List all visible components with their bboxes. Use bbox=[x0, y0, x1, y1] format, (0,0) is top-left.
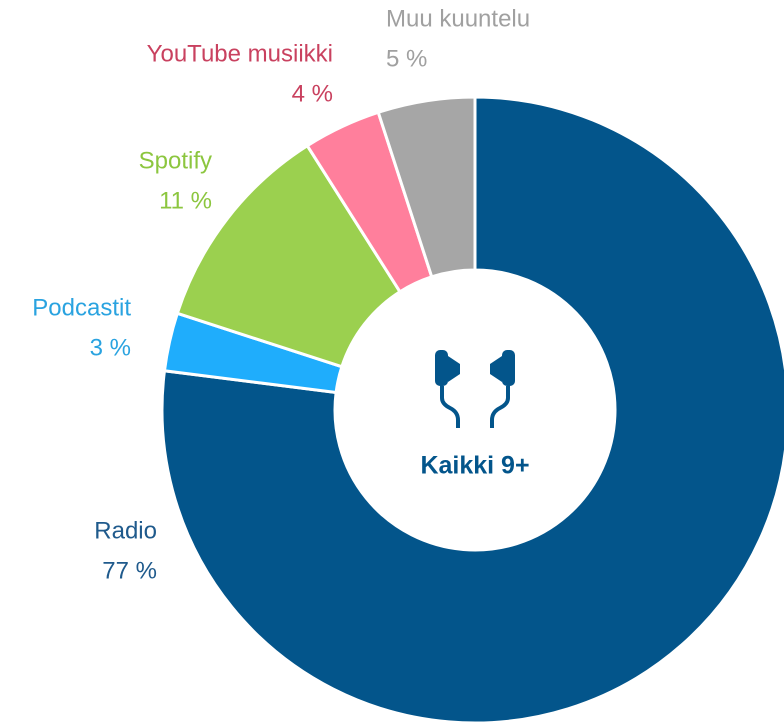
value-label: 4 % bbox=[292, 80, 333, 107]
center-label: Kaikki 9+ bbox=[420, 452, 529, 480]
slice bbox=[160, 95, 784, 724]
value-label: 5 % bbox=[386, 45, 427, 72]
value-label: 77 % bbox=[102, 557, 157, 584]
slice-label: YouTube musiikki bbox=[147, 40, 333, 67]
value-label: 11 % bbox=[159, 187, 212, 214]
slice-label: Podcastit bbox=[32, 294, 131, 321]
slice-label: Spotify bbox=[139, 147, 212, 174]
headphone-icon bbox=[435, 350, 515, 428]
value-label: 3 % bbox=[90, 334, 131, 361]
slice-label: Muu kuuntelu bbox=[386, 5, 530, 32]
slice bbox=[175, 143, 403, 369]
slices bbox=[160, 95, 784, 724]
slice bbox=[376, 95, 477, 279]
slice-label: Radio bbox=[94, 517, 157, 544]
